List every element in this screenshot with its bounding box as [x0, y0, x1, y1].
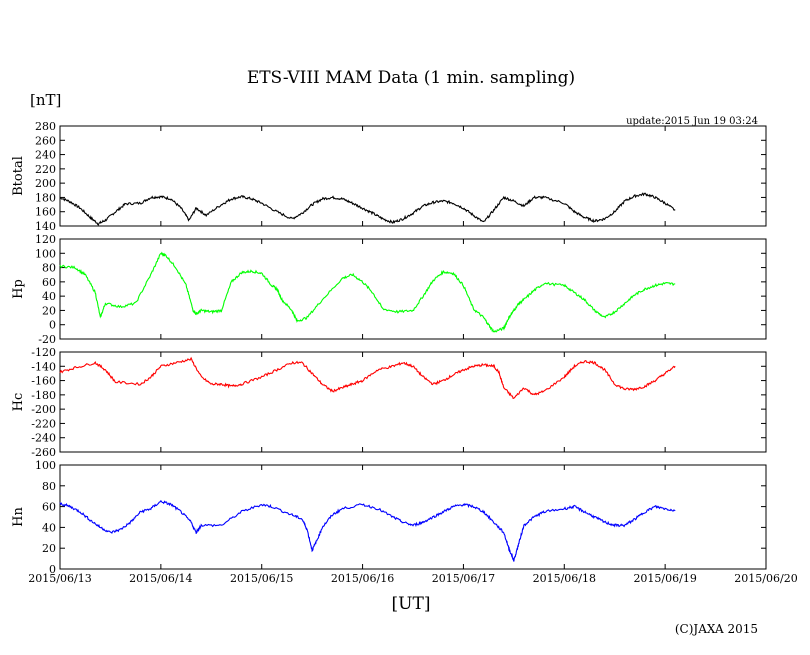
btotal-ytick-label: 260: [35, 134, 56, 147]
panel-hc: Hc -260-240 -220-200-180-160 -140-120: [11, 346, 767, 459]
hn-series-line: [59, 499, 676, 562]
btotal-series-line: [59, 192, 676, 226]
btotal-ytick-label: 200: [35, 177, 56, 190]
x-tick-label: 2015/06/15: [230, 572, 293, 585]
btotal-ytick-label: 280: [35, 120, 56, 133]
unit-label: [nT]: [30, 91, 61, 109]
panel-hn-label: Hn: [11, 507, 26, 527]
btotal-ytick-label: 160: [35, 206, 56, 219]
panel-hp-label: Hp: [11, 279, 26, 299]
x-tick-label: 2015/06/19: [633, 572, 696, 585]
copyright: (C)JAXA 2015: [675, 622, 758, 636]
x-tick-label: 2015/06/20: [734, 572, 797, 585]
hc-ytick-label: -220: [31, 417, 56, 430]
x-tick-label: 2015/06/13: [28, 572, 91, 585]
hc-ytick-label: -240: [31, 432, 56, 445]
hp-series-line: [59, 251, 676, 333]
panel-hp-frame: [59, 238, 767, 340]
hp-ytick-label: 80: [42, 262, 56, 275]
hc-series-line: [59, 356, 676, 400]
x-tick-label: 2015/06/18: [533, 572, 596, 585]
panel-hn-frame: [59, 464, 767, 570]
hn-ytick-label: 40: [42, 521, 56, 534]
x-axis-label: [UT]: [392, 594, 431, 614]
hc-ytick-label: -160: [31, 375, 56, 388]
hn-ytick-label: 60: [42, 501, 56, 514]
panel-hn: Hn 0 20 40 60 80 100: [11, 459, 767, 576]
hn-ytick-label: 20: [42, 542, 56, 555]
btotal-ytick-label: 220: [35, 163, 56, 176]
panel-btotal-label: Btotal: [11, 156, 26, 196]
panel-btotal-frame: [59, 125, 767, 227]
hp-ytick-label: -20: [38, 333, 56, 346]
hp-ytick-label: 40: [42, 290, 56, 303]
hc-ytick-label: -180: [31, 389, 56, 402]
hn-ytick-label: 0: [49, 563, 56, 576]
x-tick-label: 2015/06/16: [331, 572, 394, 585]
hc-ytick-label: -120: [31, 346, 56, 359]
hc-ytick-label: -140: [31, 360, 56, 373]
btotal-ytick-label: 140: [35, 220, 56, 233]
hp-ytick-label: 100: [35, 247, 56, 260]
hp-ytick-label: 120: [35, 233, 56, 246]
panel-hc-label: Hc: [11, 393, 26, 412]
x-tick-label: 2015/06/14: [129, 572, 192, 585]
panel-hc-frame: [59, 351, 767, 453]
hp-ytick-label: 0: [49, 319, 56, 332]
btotal-ytick-label: 240: [35, 149, 56, 162]
hc-ytick-label: -200: [31, 403, 56, 416]
panel-hn-ticks: 0 20 40 60 80 100: [35, 459, 767, 576]
hn-ytick-label: 100: [35, 459, 56, 472]
panel-hc-ticks: -260-240 -220-200-180-160 -140-120: [31, 346, 767, 459]
hc-ytick-label: -260: [31, 446, 56, 459]
x-axis-ticks: 2015/06/13 2015/06/14 2015/06/15 2015/06/16…: [28, 572, 797, 585]
btotal-ytick-label: 180: [35, 191, 56, 204]
hp-ytick-label: 20: [42, 304, 56, 317]
x-tick-label: 2015/06/17: [432, 572, 495, 585]
update-label: update:2015 Jun 19 03:24: [626, 116, 758, 127]
chart-title: ETS-VIII MAM Data (1 min. sampling): [247, 68, 575, 88]
hp-ytick-label: 60: [42, 276, 56, 289]
hn-ytick-label: 80: [42, 480, 56, 493]
